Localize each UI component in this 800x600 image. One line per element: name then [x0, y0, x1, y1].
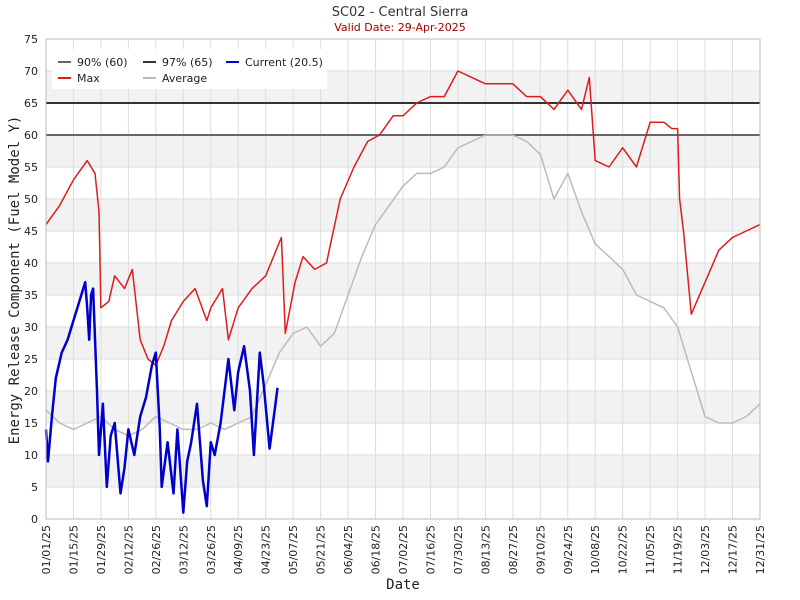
y-tick-label: 75	[24, 33, 38, 46]
x-tick-label: 12/03/25	[699, 525, 712, 574]
y-tick-label: 45	[24, 225, 38, 238]
x-tick-label: 12/17/25	[727, 525, 740, 574]
x-tick-label: 10/22/25	[617, 525, 630, 574]
chart-subtitle: Valid Date: 29-Apr-2025	[334, 21, 466, 34]
y-tick-label: 40	[24, 257, 38, 270]
x-tick-label: 08/13/25	[479, 525, 492, 574]
y-tick-label: 5	[31, 481, 38, 494]
x-tick-label: 11/19/25	[672, 525, 685, 574]
x-axis-ticks: 01/01/25 01/15/25 01/29/25 02/12/25 02/26/25…	[40, 525, 767, 574]
x-tick-label: 02/26/25	[150, 525, 163, 574]
x-tick-label: 07/30/25	[452, 525, 465, 574]
x-tick-label: 05/07/25	[287, 525, 300, 574]
chart-title: SC02 - Central Sierra	[332, 5, 469, 20]
x-tick-label: 09/10/25	[534, 525, 547, 574]
y-axis-ticks: 0 5 10 15 20 25 30 35 40 45 50 55 60 65 70 75	[24, 33, 38, 526]
x-tick-label: 11/05/25	[644, 525, 657, 574]
x-tick-label: 08/27/25	[507, 525, 520, 574]
y-tick-label: 50	[24, 193, 38, 206]
legend-label: 97% (65)	[162, 56, 213, 69]
series-max	[45, 70, 761, 367]
legend-label: Average	[162, 72, 207, 85]
x-tick-label: 01/01/25	[40, 525, 53, 574]
x-tick-label: 06/04/25	[342, 525, 355, 574]
x-tick-label: 03/12/25	[177, 525, 190, 574]
x-axis-title: Date	[386, 577, 420, 593]
y-tick-label: 15	[24, 417, 38, 430]
x-tick-label: 04/23/25	[260, 525, 273, 574]
y-tick-label: 25	[24, 353, 38, 366]
y-tick-label: 35	[24, 289, 38, 302]
x-tick-label: 12/31/25	[754, 525, 767, 574]
y-tick-label: 55	[24, 161, 38, 174]
legend: 90% (60) 97% (65) Current (20.5) Max Average	[52, 49, 327, 89]
x-tick-label: 10/08/25	[589, 525, 602, 574]
plot-frame	[45, 38, 761, 520]
legend-label: Max	[77, 72, 100, 85]
y-axis-title: Energy Release Component (Fuel Model Y)	[7, 116, 23, 445]
legend-label: Current (20.5)	[245, 56, 323, 69]
x-tick-label: 04/09/25	[232, 525, 245, 574]
y-tick-label: 70	[24, 65, 38, 78]
x-tick-label: 07/16/25	[425, 525, 438, 574]
x-tick-label: 05/21/25	[315, 525, 328, 574]
reference-lines	[46, 102, 760, 136]
y-tick-label: 30	[24, 321, 38, 334]
y-tick-label: 60	[24, 129, 38, 142]
legend-box	[52, 49, 327, 89]
series-average	[45, 134, 761, 437]
y-tick-label: 20	[24, 385, 38, 398]
series-current-20-5	[44, 280, 279, 514]
y-tick-label: 0	[31, 513, 38, 526]
x-tick-label: 01/15/25	[68, 525, 81, 574]
x-tick-label: 07/02/25	[397, 525, 410, 574]
x-tick-label: 01/29/25	[95, 525, 108, 574]
x-tick-label: 03/26/25	[205, 525, 218, 574]
x-tick-label: 09/24/25	[562, 525, 575, 574]
y-tick-label: 65	[24, 97, 38, 110]
legend-label: 90% (60)	[77, 56, 128, 69]
x-tick-label: 06/18/25	[370, 525, 383, 574]
x-tick-label: 02/12/25	[122, 525, 135, 574]
series-layer	[44, 70, 761, 514]
y-tick-label: 10	[24, 449, 38, 462]
